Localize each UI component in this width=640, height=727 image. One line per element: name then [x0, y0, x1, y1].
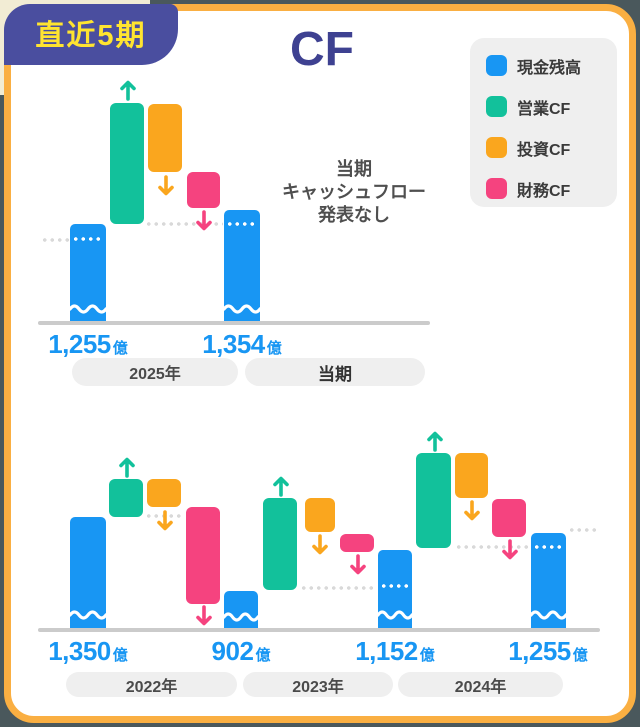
cash-balance-bar-current [224, 210, 260, 322]
down-arrow-icon [158, 175, 174, 196]
broken-axis-wave-icon [378, 610, 412, 620]
legend-label: 営業CF [517, 100, 571, 118]
year-pill-2024: 2024年 [398, 672, 563, 697]
cash-balance-bar-2022 [70, 517, 106, 628]
dotted-level-line [72, 237, 104, 241]
x-axis [38, 628, 600, 632]
down-arrow-icon [157, 510, 173, 531]
cash-amount-label: 1,350 億 [48, 636, 128, 666]
cash-swatch [486, 55, 507, 76]
recent-periods-badge: 直近5期 [4, 4, 178, 65]
year-pill-2023: 2023年 [243, 672, 393, 697]
legend-label: 現金残高 [517, 59, 582, 77]
down-arrow-icon [196, 605, 212, 626]
broken-axis-wave-icon [224, 304, 260, 314]
legend-item-financing-cf: 財務CF [486, 178, 617, 200]
year-pill-current: 当期 [245, 358, 425, 386]
operating-cf-bar [110, 103, 144, 224]
down-arrow-icon [312, 534, 328, 555]
dotted-level-line [533, 545, 564, 549]
recent-periods-badge-label: 直近5期 [35, 20, 147, 52]
cash-balance-bar-2025 [70, 224, 106, 322]
dotted-level-line [568, 528, 599, 532]
operating-cf-bar [109, 479, 143, 517]
down-arrow-icon [196, 210, 212, 231]
no-cashflow-annotation: 当期 キャッシュフロー 発表なし [282, 159, 426, 225]
legend-item-cash: 現金残高 [486, 55, 617, 77]
investing-cf-bar [455, 453, 488, 498]
cash-balance-bar-2025-end [531, 533, 566, 628]
x-axis [38, 321, 430, 325]
financing-cf-bar [340, 534, 374, 552]
cash-amount-label: 1,152 億 [355, 636, 435, 666]
legend-label: 財務CF [517, 182, 571, 200]
investing-cf-bar [147, 479, 181, 507]
dotted-level-line [300, 586, 377, 590]
dotted-level-line [226, 222, 258, 226]
financing-cf-bar [186, 507, 220, 604]
legend-label: 投資CF [517, 141, 571, 159]
operating-cf-bar [416, 453, 451, 548]
dotted-level-line [455, 545, 529, 549]
cash-amount-label: 1,255 億 [48, 329, 128, 359]
broken-axis-wave-icon [224, 612, 258, 622]
operating-cf-swatch [486, 96, 507, 117]
financing-cf-bar [492, 499, 526, 537]
dotted-level-line [145, 222, 223, 226]
cash-amount-label: 902 億 [211, 636, 271, 666]
up-arrow-icon [273, 476, 289, 497]
cash-amount-label: 1,255 億 [508, 636, 588, 666]
investing-cf-swatch [486, 137, 507, 158]
cash-balance-bar-2024 [378, 550, 412, 628]
dotted-level-line [41, 238, 70, 242]
year-pill-2025: 2025年 [72, 358, 238, 386]
up-arrow-icon [119, 457, 135, 478]
broken-axis-wave-icon [70, 610, 106, 620]
legend: 現金残高 営業CF 投資CF 財務CF [470, 38, 617, 207]
down-arrow-icon [464, 500, 480, 521]
page-title: CF [290, 23, 354, 76]
cash-balance-bar-2023 [224, 591, 258, 628]
investing-cf-bar [305, 498, 335, 532]
operating-cf-bar [263, 498, 297, 590]
year-pill-2022: 2022年 [66, 672, 237, 697]
broken-axis-wave-icon [70, 304, 106, 314]
broken-axis-wave-icon [531, 610, 566, 620]
legend-item-investing-cf: 投資CF [486, 137, 617, 159]
financing-cf-swatch [486, 178, 507, 199]
up-arrow-icon [120, 80, 136, 101]
financing-cf-bar [187, 172, 220, 208]
investing-cf-bar [148, 104, 182, 172]
down-arrow-icon [502, 539, 518, 560]
legend-item-operating-cf: 営業CF [486, 96, 617, 118]
down-arrow-icon [350, 554, 366, 575]
cash-amount-label: 1,354 億 [202, 329, 282, 359]
dotted-level-line [380, 584, 410, 588]
up-arrow-icon [427, 431, 443, 452]
